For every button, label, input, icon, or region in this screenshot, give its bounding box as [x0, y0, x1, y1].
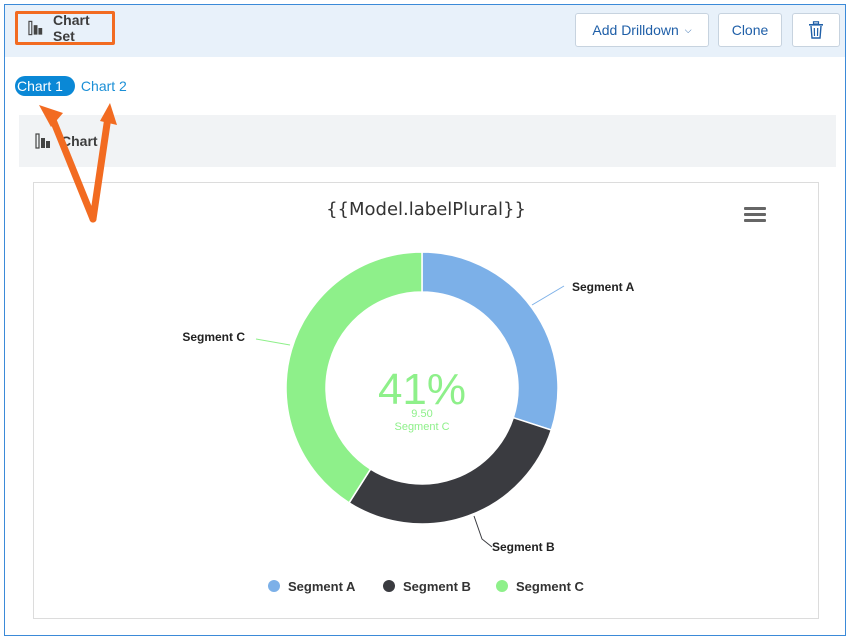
center-value: 9.50	[411, 408, 432, 420]
slice-connector-3	[255, 338, 291, 346]
legend-item-1[interactable]: Segment A	[288, 579, 356, 594]
chevron-down-icon: ⌵	[684, 24, 692, 35]
donut-slice-3[interactable]	[285, 251, 423, 504]
chart-title: {{Model.labelPlural}}	[326, 199, 526, 220]
center-percent: 41%	[378, 365, 466, 414]
slice-label-2: Segment B	[492, 540, 555, 554]
bar-chart-icon	[28, 20, 43, 36]
slice-connector-1	[531, 285, 565, 306]
donut-slice-2[interactable]	[348, 416, 553, 525]
slice-label-1: Segment A	[572, 280, 635, 294]
chart-container: {{Model.labelPlural}} Segment A Segment B…	[33, 182, 819, 619]
add-drilldown-button[interactable]: Add Drilldown ⌵	[575, 13, 709, 47]
hamburger-menu-icon[interactable]	[744, 207, 766, 223]
chart-set-panel: Chart Set Add Drilldown ⌵ Clone Chart 1 …	[4, 4, 846, 636]
clone-button[interactable]: Clone	[718, 13, 782, 47]
legend-marker-2[interactable]	[383, 580, 395, 592]
tab-chart-2[interactable]: Chart 2	[80, 78, 127, 94]
delete-button[interactable]	[792, 13, 840, 47]
center-label: Segment C	[394, 421, 449, 433]
chart-section-label: Chart	[61, 133, 98, 149]
trash-icon	[809, 21, 823, 39]
legend-marker-3[interactable]	[496, 580, 508, 592]
chart-set-title[interactable]: Chart Set	[15, 11, 115, 45]
legend-item-3[interactable]: Segment C	[516, 579, 585, 594]
add-drilldown-label: Add Drilldown	[592, 22, 679, 38]
clone-label: Clone	[731, 22, 769, 38]
bar-chart-icon	[35, 133, 50, 149]
slice-label-3: Segment C	[182, 330, 245, 344]
tab-chart-1[interactable]: Chart 1	[15, 76, 75, 96]
chart-section-header: Chart	[19, 115, 836, 167]
chart-tabs: Chart 1 Chart 2	[15, 75, 135, 97]
legend-item-2[interactable]: Segment B	[403, 579, 471, 594]
legend-marker-1[interactable]	[268, 580, 280, 592]
chart-set-label: Chart Set	[53, 12, 90, 44]
slice-connector-2	[473, 515, 493, 548]
panel-header: Chart Set Add Drilldown ⌵ Clone	[5, 5, 845, 57]
